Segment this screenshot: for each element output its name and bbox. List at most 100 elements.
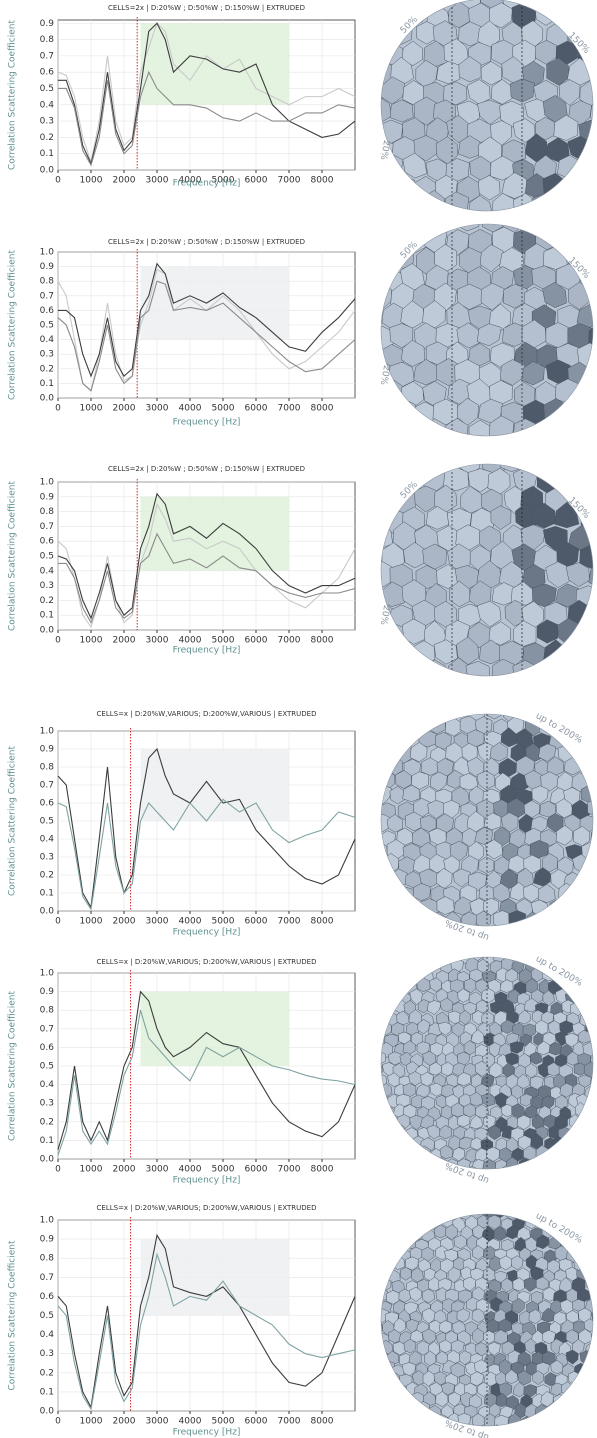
cell <box>588 448 597 475</box>
cell <box>370 438 393 464</box>
cell <box>532 194 555 219</box>
cell <box>578 188 597 211</box>
cell <box>545 1159 557 1173</box>
cell <box>376 1011 389 1025</box>
y-tick-label: 0.9 <box>40 987 55 997</box>
x-tick-label: 1000 <box>80 1165 103 1175</box>
cell <box>421 1205 434 1219</box>
cell <box>358 303 381 330</box>
cell <box>536 430 560 452</box>
y-tick-label: 0.6 <box>40 799 55 809</box>
y-tick-label: 0.9 <box>40 1235 55 1245</box>
cell <box>369 1299 381 1312</box>
y-tick-label: 0.7 <box>40 51 54 61</box>
y-tick-label: 0.1 <box>40 889 54 899</box>
y-tick-label: 0.2 <box>40 364 54 374</box>
cell <box>499 926 516 944</box>
cell <box>347 212 369 239</box>
cell <box>381 1382 394 1396</box>
cell <box>346 399 369 424</box>
cell <box>579 1207 591 1221</box>
cell <box>587 1404 597 1419</box>
cell <box>589 21 597 47</box>
cell <box>495 1415 509 1429</box>
x-tick-label: 3000 <box>146 636 169 646</box>
cell <box>589 857 597 877</box>
x-tick-label: 6000 <box>245 404 268 414</box>
x-tick-label: 2000 <box>113 176 136 186</box>
cell <box>581 757 597 774</box>
cell <box>578 156 597 183</box>
cell <box>550 1402 563 1418</box>
cell <box>429 939 441 953</box>
y-tick-label: 0.1 <box>40 149 54 159</box>
cell <box>416 1194 428 1209</box>
cell <box>375 988 387 1003</box>
cell <box>589 0 597 12</box>
cell <box>350 446 372 474</box>
cell <box>402 430 426 453</box>
cell <box>367 1403 380 1417</box>
cell <box>428 1166 441 1180</box>
x-tick-label: 7000 <box>278 1417 301 1427</box>
cell <box>560 1404 573 1418</box>
cell <box>393 939 407 951</box>
x-tick-label: 5000 <box>212 1417 235 1427</box>
cell <box>374 1118 387 1131</box>
cell <box>556 1157 569 1170</box>
cell <box>418 937 431 951</box>
cell <box>536 1196 549 1211</box>
x-tick-label: 6000 <box>245 1165 268 1175</box>
x-tick-label: 5000 <box>212 404 235 414</box>
cell <box>356 505 379 530</box>
cell <box>567 1135 579 1150</box>
cell <box>524 448 548 475</box>
y-tick-label: 0.4 <box>40 1330 55 1340</box>
cell <box>436 438 461 464</box>
cell <box>388 1206 400 1221</box>
cell <box>375 1246 387 1261</box>
cell <box>412 911 430 928</box>
cell <box>348 640 371 664</box>
x-tick-label: 8000 <box>311 176 334 186</box>
cell <box>549 937 561 951</box>
cell <box>588 363 597 388</box>
cell <box>514 1197 527 1210</box>
cell <box>376 1227 388 1239</box>
cell <box>561 1424 573 1438</box>
y-tick-label: 0.0 <box>40 1407 55 1417</box>
cell <box>592 1393 597 1406</box>
cell <box>368 1083 380 1095</box>
cell <box>462 686 479 704</box>
cell <box>373 898 389 918</box>
cell <box>368 21 391 49</box>
y-tick-label: 0.8 <box>40 277 55 287</box>
cell <box>577 620 597 645</box>
y-tick-label: 0.3 <box>40 350 54 360</box>
cell <box>521 1204 533 1217</box>
cell <box>556 909 573 930</box>
cell <box>401 950 413 964</box>
cell <box>500 1195 513 1208</box>
cell <box>590 992 597 1004</box>
y-tick-label: 0.3 <box>40 117 54 127</box>
cell <box>382 1216 396 1230</box>
panel: CELLS=x | D:20%W,VARIOUS; D:200%W,VARIOU… <box>8 936 597 1186</box>
cell <box>567 1205 580 1217</box>
cell <box>414 957 426 972</box>
cell <box>401 194 425 219</box>
cell <box>424 1416 437 1428</box>
y-tick-label: 0.2 <box>40 596 54 606</box>
x-tick-label: 0 <box>55 1417 61 1427</box>
pattern <box>345 0 597 242</box>
cell <box>371 730 389 749</box>
x-tick-label: 6000 <box>245 176 268 186</box>
x-tick-label: 4000 <box>179 1417 202 1427</box>
cell <box>535 1166 548 1180</box>
cell <box>452 1193 465 1207</box>
cell <box>555 1205 569 1219</box>
cell <box>546 446 568 474</box>
y-tick-label: 0.7 <box>40 522 54 532</box>
cell <box>430 689 448 710</box>
cell <box>556 228 581 256</box>
